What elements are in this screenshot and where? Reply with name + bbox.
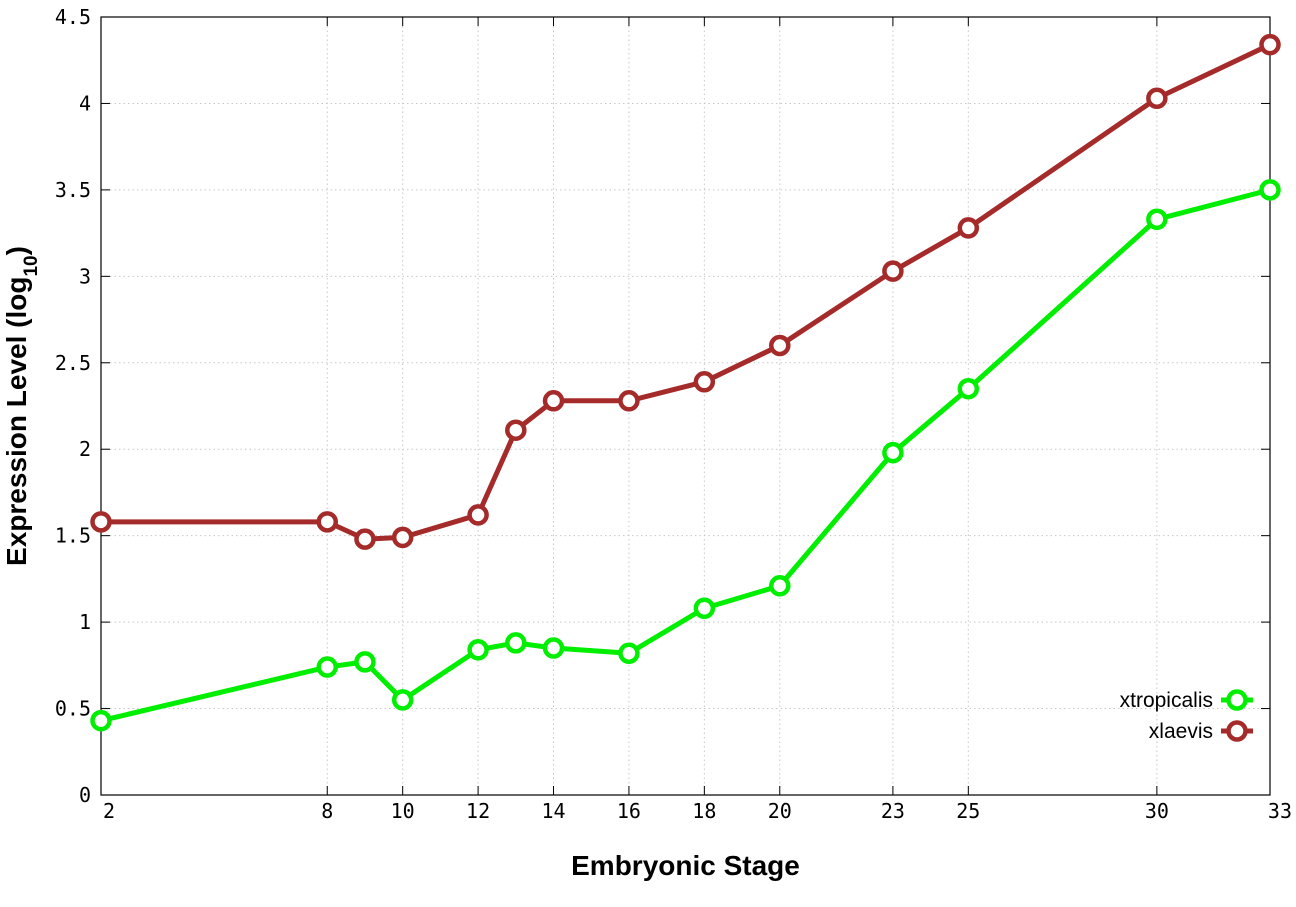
x-tick-label: 23 [881, 799, 905, 823]
data-point-xtropicalis [505, 632, 527, 654]
x-tick-label: 8 [321, 799, 333, 823]
x-axis-title: Embryonic Stage [571, 850, 800, 881]
y-axis-title-suffix: ) [1, 246, 32, 255]
y-tick-label: 0.5 [55, 697, 91, 721]
data-point-xtropicalis [618, 642, 640, 664]
y-axis-title-main: Expression Level (log [1, 277, 32, 566]
data-point-xlaevis [882, 260, 904, 282]
data-point-xlaevis [467, 504, 489, 526]
legend-label: xtropicalis [1120, 689, 1213, 712]
legend-label: xlaevis [1149, 720, 1213, 743]
data-point-xlaevis [769, 334, 791, 357]
data-point-xlaevis [90, 511, 112, 533]
data-point-xtropicalis [1259, 179, 1281, 201]
y-tick-label: 1.5 [55, 524, 91, 548]
y-tick-label: 1 [79, 610, 91, 634]
data-point-xtropicalis [354, 651, 376, 673]
y-tick-label: 3.5 [55, 178, 91, 202]
series [90, 33, 1281, 732]
x-tick-label: 33 [1268, 799, 1292, 823]
data-point-xlaevis [693, 371, 716, 393]
x-tick-label: 20 [768, 799, 792, 823]
data-point-xlaevis [391, 526, 414, 549]
data-point-xtropicalis [467, 639, 489, 661]
data-point-xtropicalis [769, 575, 791, 597]
x-tick-label: 30 [1145, 799, 1169, 823]
series-xtropicalis [90, 179, 1281, 732]
ticks: 0 0.5 1 1.5 2 2.5 3 3.5 4 4.5 2 8 10 12 14 16 18 20 23 25 30… [55, 5, 1292, 823]
grid [101, 17, 1270, 795]
data-point-xtropicalis [542, 637, 565, 659]
data-point-xlaevis [618, 390, 640, 412]
data-point-xlaevis [1259, 33, 1281, 56]
y-tick-label: 4.5 [55, 5, 91, 29]
x-tick-label: 25 [956, 799, 980, 823]
data-point-xlaevis [505, 419, 527, 441]
data-point-xtropicalis [90, 709, 112, 732]
data-point-xlaevis [1146, 87, 1168, 110]
y-tick-label: 2 [79, 437, 91, 461]
legend-item-xlaevis: xlaevis [1149, 720, 1253, 743]
legend: xtropicalis xlaevis [1120, 689, 1253, 743]
y-tick-label: 0 [79, 783, 91, 807]
plot-border [100, 16, 1271, 796]
series-line-xtropicalis [98, 187, 1273, 724]
data-point-xtropicalis [693, 597, 716, 620]
data-point-xtropicalis [957, 377, 980, 400]
series-xlaevis [90, 33, 1281, 550]
data-point-xtropicalis [391, 689, 414, 711]
y-tick-label: 4 [79, 91, 91, 115]
x-tick-label: 16 [617, 799, 641, 823]
data-point-xlaevis [957, 217, 980, 239]
data-point-xlaevis [542, 390, 565, 412]
x-tick-label: 14 [541, 799, 565, 823]
x-tick-label: 2 [103, 799, 115, 823]
data-point-xtropicalis [1146, 208, 1168, 231]
legend-swatch-marker [1226, 689, 1248, 711]
x-tick-label: 12 [466, 799, 490, 823]
legend-item-xtropicalis: xtropicalis [1120, 689, 1253, 712]
data-point-xtropicalis [882, 441, 904, 464]
y-tick-label: 3 [79, 264, 91, 288]
series-line-xlaevis [98, 42, 1273, 542]
y-tick-label: 2.5 [55, 351, 91, 375]
y-axis-title: Expression Level (log10) [1, 246, 42, 566]
y-axis-title-subscript: 10 [21, 255, 42, 276]
x-tick-label: 10 [391, 799, 415, 823]
legend-swatch-marker [1226, 720, 1248, 742]
x-tick-label: 18 [692, 799, 716, 823]
data-point-xlaevis [354, 528, 376, 550]
data-point-xtropicalis [316, 656, 339, 678]
data-point-xlaevis [316, 511, 339, 533]
